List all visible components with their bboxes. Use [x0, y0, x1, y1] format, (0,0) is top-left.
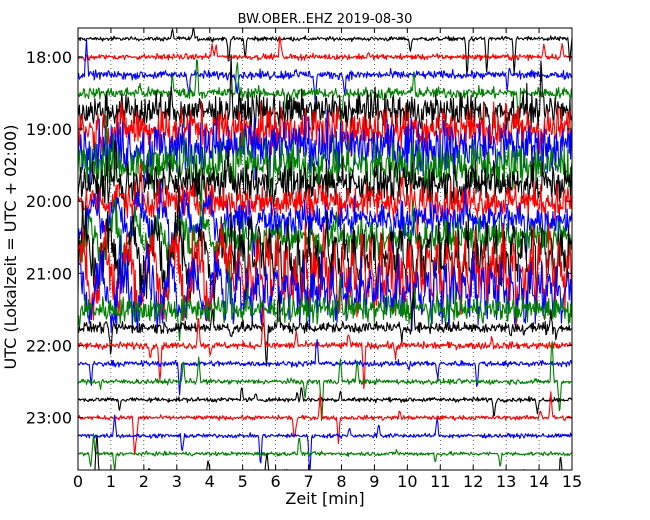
- x-tick-label: 12: [463, 472, 483, 491]
- x-tick-label: 3: [172, 472, 182, 491]
- x-tick-label: 14: [529, 472, 549, 491]
- seismogram-trace: [78, 36, 572, 63]
- x-tick-label: 10: [397, 472, 417, 491]
- y-axis-label: UTC (Lokalzeit = UTC + 02:00): [1, 125, 20, 370]
- x-axis-label: Zeit [min]: [285, 489, 364, 508]
- seismogram-trace: [78, 433, 572, 470]
- y-tick-label: 23:00: [26, 409, 72, 428]
- seismogram-trace: [78, 306, 572, 390]
- x-axis: 0 1 2 3 4 5 6 7 8 9 10 11 12 13 14 15: [73, 28, 582, 491]
- x-tick-label: 2: [139, 472, 149, 491]
- x-tick-label: 11: [430, 472, 450, 491]
- seismogram-trace: [78, 181, 572, 261]
- x-tick-label: 9: [369, 472, 379, 491]
- seismogram-trace: [78, 387, 572, 417]
- x-tick-label: 4: [205, 472, 215, 491]
- y-tick-label: 22:00: [26, 337, 72, 356]
- seismogram-trace: [78, 109, 572, 188]
- seismogram-trace: [78, 38, 572, 102]
- seismogram-trace: [78, 28, 572, 75]
- seismogram-trace: [78, 340, 572, 421]
- seismogram-trace: [78, 59, 572, 132]
- chart-title: BW.OBER..EHZ 2019-08-30: [238, 12, 413, 27]
- seismogram-trace: [78, 414, 572, 470]
- y-axis: 18:00 19:00 20:00 21:00 22:00 23:00: [26, 48, 572, 428]
- x-tick-label: 5: [238, 472, 248, 491]
- y-tick-label: 18:00: [26, 48, 72, 67]
- x-tick-label: 13: [496, 472, 516, 491]
- trace-area: [78, 28, 572, 470]
- seismogram-trace: [78, 292, 572, 367]
- plot-frame: [77, 27, 573, 471]
- y-tick-label: 20:00: [26, 192, 72, 211]
- x-tick-label: 7: [303, 472, 313, 491]
- y-tick-label: 21:00: [26, 264, 72, 283]
- seismogram-trace: [78, 259, 572, 342]
- seismogram-trace: [78, 338, 572, 396]
- x-tick-label: 15: [562, 472, 582, 491]
- x-tick-label: 0: [73, 472, 83, 491]
- seismogram-trace: [78, 100, 572, 165]
- x-tick-label: 6: [271, 472, 281, 491]
- seismogram-trace: [78, 115, 572, 201]
- seismogram-trace: [78, 391, 572, 456]
- x-tick-label: 1: [106, 472, 116, 491]
- y-tick-label: 19:00: [26, 120, 72, 139]
- x-tick-label: 8: [336, 472, 346, 491]
